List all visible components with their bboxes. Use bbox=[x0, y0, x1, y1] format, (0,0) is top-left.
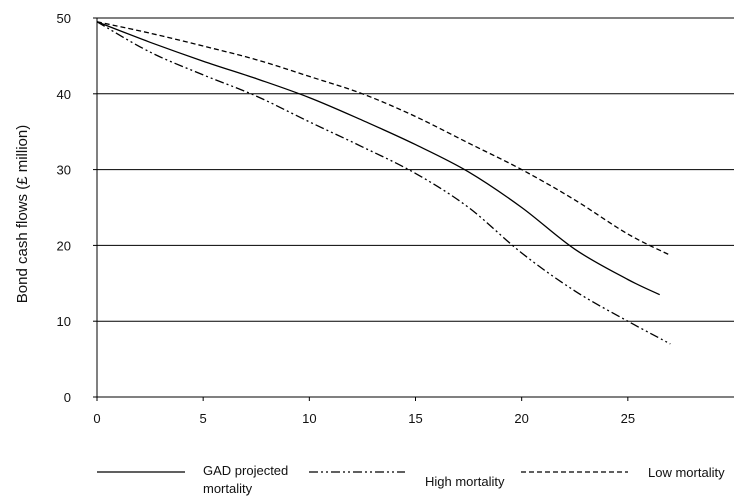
legend-label-3: Low mortality bbox=[648, 465, 725, 480]
x-tick-label: 10 bbox=[302, 411, 316, 426]
series-lines bbox=[96, 21, 671, 345]
y-tick-label: 50 bbox=[57, 11, 71, 26]
series-line-2 bbox=[96, 21, 671, 345]
legend-label-1: GAD projected mortality bbox=[203, 463, 288, 496]
x-tick-label: 5 bbox=[200, 411, 207, 426]
x-tick-label: 15 bbox=[408, 411, 422, 426]
grid-lines bbox=[97, 17, 734, 322]
y-axis-label: Bond cash flows (£ million) bbox=[14, 125, 31, 303]
x-tick-label: 20 bbox=[514, 411, 528, 426]
y-tick-label: 0 bbox=[64, 390, 71, 405]
axes bbox=[96, 18, 734, 398]
y-tick-label: 30 bbox=[57, 163, 71, 178]
y-tick-label: 40 bbox=[57, 87, 71, 102]
x-tick-label: 0 bbox=[93, 411, 100, 426]
y-tick-label: 10 bbox=[57, 314, 71, 329]
y-tick-label: 20 bbox=[57, 238, 71, 253]
x-tick-labels: 0 5 10 15 20 25 bbox=[93, 397, 635, 426]
series-line-1 bbox=[96, 21, 660, 296]
legend: GAD projected mortality High mortality Low … bbox=[97, 463, 725, 496]
series-line-3 bbox=[96, 21, 671, 256]
x-tick-label: 25 bbox=[621, 411, 635, 426]
legend-label-2: High mortality bbox=[425, 474, 505, 489]
y-tick-labels: 0 10 20 30 40 50 bbox=[57, 11, 97, 405]
